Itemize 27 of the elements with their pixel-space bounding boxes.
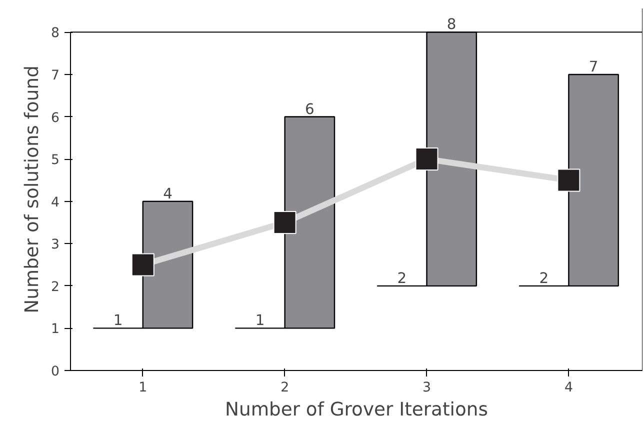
data-label: 1 bbox=[255, 312, 265, 330]
y-tick-label: 6 bbox=[51, 110, 60, 126]
x-tick-label: 1 bbox=[138, 380, 148, 396]
y-tick-label: 7 bbox=[51, 68, 60, 84]
data-label: 2 bbox=[397, 270, 407, 287]
y-tick-label: 3 bbox=[51, 238, 60, 253]
x-tick-label: 2 bbox=[280, 380, 290, 396]
point bbox=[131, 253, 154, 276]
point bbox=[273, 210, 296, 234]
data-label: 2 bbox=[539, 270, 549, 287]
data-label: 7 bbox=[588, 58, 598, 76]
y-tick-label: 5 bbox=[51, 153, 60, 168]
y-tick-label: 4 bbox=[51, 195, 60, 210]
y-tick-label: 8 bbox=[51, 26, 60, 42]
data-label: 4 bbox=[163, 185, 172, 202]
y-tick-label: 1 bbox=[51, 322, 60, 338]
point bbox=[415, 148, 438, 171]
y-tick-label: 0 bbox=[51, 364, 60, 380]
data-label: 6 bbox=[305, 100, 314, 118]
data-label: 8 bbox=[446, 16, 456, 34]
x-tick-label: 3 bbox=[422, 380, 432, 396]
point bbox=[557, 168, 580, 192]
x-axis-title: Number of Grover Iterations bbox=[225, 400, 488, 420]
y-axis-title: Number of solutions found bbox=[22, 66, 44, 314]
x-tick-label: 4 bbox=[564, 380, 573, 396]
y-tick-label: 2 bbox=[51, 280, 60, 295]
data-label: 1 bbox=[113, 312, 123, 330]
